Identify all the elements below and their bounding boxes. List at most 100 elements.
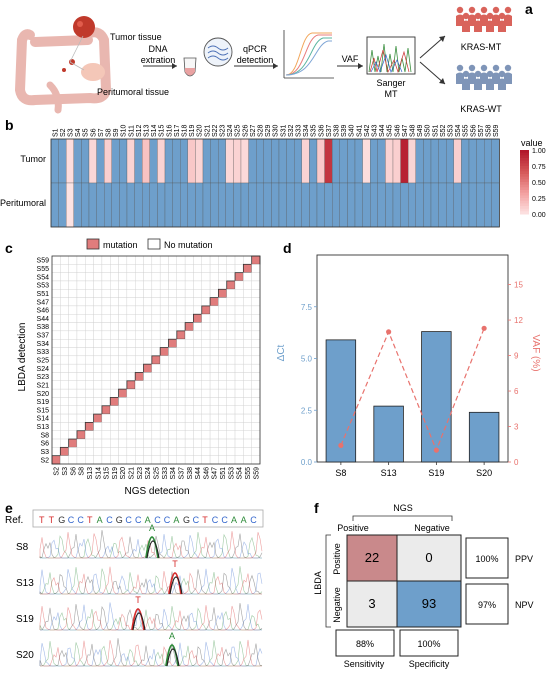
panel-letter-e: e <box>5 500 13 516</box>
delta-ct-vaf-chart: 0.0 2.5 5.0 7.5 0 3 6 9 12 15 S8 S13 S19 S20 <box>301 254 523 478</box>
no-mutation-cell <box>176 347 186 357</box>
no-mutation-cell <box>143 455 153 465</box>
dna-label: DNA <box>148 44 167 54</box>
heatmap-cell-peritumoral <box>126 182 135 228</box>
no-mutation-cell <box>159 255 169 265</box>
no-mutation-cell <box>60 255 69 265</box>
no-mutation-cell <box>168 447 177 456</box>
no-mutation-cell <box>126 322 136 332</box>
no-mutation-cell <box>209 322 219 332</box>
heatmap-cell-peritumoral <box>119 182 128 228</box>
no-mutation-cell <box>143 347 153 357</box>
no-mutation-cell <box>176 297 186 307</box>
no-mutation-cell <box>176 314 186 323</box>
no-mutation-cell <box>85 280 94 290</box>
no-mutation-cell <box>209 413 219 423</box>
heatmap-sample-label: S16 <box>166 124 173 137</box>
chromatogram-trace <box>40 640 263 667</box>
no-mutation-cell <box>234 305 244 315</box>
no-mutation-cell <box>118 339 128 348</box>
no-mutation-cell <box>251 355 261 365</box>
mutation-cell <box>118 388 128 398</box>
legend-gradient-step <box>520 200 529 204</box>
no-mutation-cell <box>93 297 103 307</box>
kras-wt-label: KRAS-WT <box>460 104 502 114</box>
no-mutation-cell <box>101 430 111 440</box>
no-mutation-cell <box>184 289 194 298</box>
no-mutation-cell <box>184 330 194 340</box>
no-mutation-cell <box>126 255 136 265</box>
tube-icon <box>183 57 197 77</box>
no-mutation-cell <box>201 422 211 431</box>
no-mutation-cell <box>193 297 202 307</box>
no-mutation-cell <box>209 355 219 365</box>
no-mutation-cell <box>51 314 61 323</box>
no-mutation-cell <box>151 314 161 323</box>
mutation-cell <box>159 347 169 357</box>
no-mutation-cell <box>251 438 261 448</box>
no-mutation-cell <box>184 363 194 373</box>
no-mutation-cell <box>184 347 194 357</box>
no-mutation-cell <box>193 430 202 440</box>
no-mutation-cell <box>176 455 186 465</box>
mutation-base-label: A <box>149 523 155 533</box>
no-mutation-cell <box>101 363 111 373</box>
no-mutation-cell <box>226 455 236 465</box>
sensitivity-box <box>335 629 395 657</box>
no-mutation-cell <box>159 438 169 448</box>
heatmap-cell-peritumoral <box>362 182 371 228</box>
no-mutation-cell <box>218 413 227 423</box>
no-mutation-cell <box>184 264 194 273</box>
heatmap-cell-peritumoral <box>316 182 325 228</box>
person-icon <box>456 64 464 72</box>
no-mutation-cell <box>93 272 103 282</box>
no-mutation-cell <box>76 280 86 290</box>
no-mutation-cell <box>218 388 227 398</box>
no-mutation-cell <box>85 455 94 465</box>
no-mutation-cell <box>143 413 153 423</box>
no-mutation-cell <box>218 397 227 406</box>
no-mutation-cell <box>76 347 86 357</box>
chromatogram-trace <box>39 605 263 631</box>
specificity-box <box>399 629 459 657</box>
mutation-cell <box>201 305 211 315</box>
no-mutation-cell <box>134 438 144 448</box>
mutation-cell <box>93 413 103 423</box>
no-mutation-cell <box>134 255 144 265</box>
heatmap-sample-label: S13 <box>144 124 151 137</box>
heatmap-cell-tumor <box>339 138 348 184</box>
specificity-value: 100% <box>417 639 440 649</box>
no-mutation-cell <box>218 355 227 365</box>
no-mutation-cell <box>76 422 86 431</box>
heatmap-cell-peritumoral <box>271 182 280 228</box>
no-mutation-cell <box>151 330 161 340</box>
no-mutation-cell <box>101 297 111 307</box>
chart-x-tick-label: S8 <box>335 468 346 478</box>
heatmap-legend-title: value <box>521 138 543 148</box>
no-mutation-cell <box>184 314 194 323</box>
heatmap-cell-peritumoral <box>88 182 97 228</box>
no-mutation-cell <box>118 297 128 307</box>
heatmap-cell-tumor <box>415 138 424 184</box>
legend-gradient-step <box>520 158 529 162</box>
heatmap-cell-peritumoral <box>309 182 318 228</box>
delta-ct-bar <box>325 339 357 463</box>
heatmap-cell-tumor <box>134 138 143 184</box>
matrix-y-tick-label: S44 <box>37 316 50 323</box>
person-body-icon <box>462 78 470 90</box>
no-mutation-cell <box>176 363 186 373</box>
chromatogram-trace <box>40 602 262 631</box>
no-mutation-cell <box>76 372 86 382</box>
no-mutation-cell <box>251 413 261 423</box>
heatmap-cell-tumor <box>164 138 173 184</box>
heatmap-cell-peritumoral <box>225 182 234 228</box>
person-icon <box>504 6 512 14</box>
heatmap-cell-peritumoral <box>468 182 477 228</box>
heatmap-sample-label: S52 <box>440 124 447 137</box>
no-mutation-cell <box>226 430 236 440</box>
no-mutation-cell <box>251 297 261 307</box>
no-mutation-cell <box>209 289 219 298</box>
no-mutation-cell <box>126 355 136 365</box>
no-mutation-cell <box>201 438 211 448</box>
no-mutation-cell <box>151 405 161 415</box>
